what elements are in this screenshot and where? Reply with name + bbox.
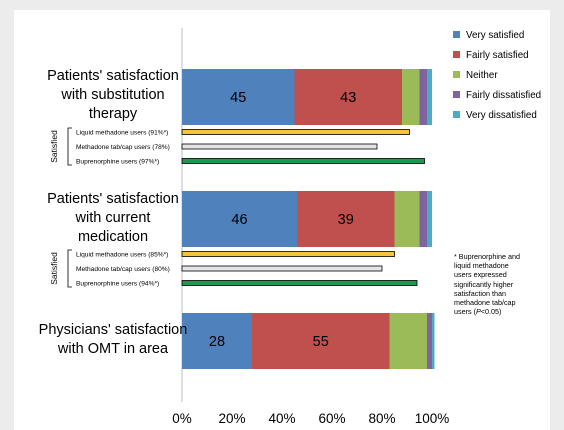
category-label-current-medication: Patients' satisfaction with current medi… [47,191,179,245]
subgroup-2-bar-1 [181,251,395,257]
subgroup-1-bar-3 [181,158,425,164]
data-label-bar-1-segment-1: 45 [230,90,246,106]
x-tick-label-100-pct: 100% [415,411,450,426]
legend-swatch-3 [453,71,460,78]
stacked-bar-2-segment-2 [297,191,395,247]
stacked-bar-3-segment-1 [182,313,252,369]
subgroup-2-bar-3 [181,280,418,286]
stacked-bar-3-segment-4 [427,313,432,369]
legend-label-4: Fairly dissatisfied [466,90,541,101]
stacked-bar-2-segment-1 [182,191,297,247]
data-label-bar-2-segment-1: 46 [231,212,247,228]
legend-label-5: Very dissatisfied [466,110,537,121]
chart-frame: 45 43 46 39 28 55 Satisfied Liquid methadone us… [14,10,550,430]
x-tick-label-20-pct: 20% [218,411,245,426]
significance-footnote: * Buprenorphine and liquid methadone use… [454,252,520,317]
data-label-bar-3-segment-1: 28 [209,334,225,350]
subgroup-1-bar-label-1: Liquid methadone users (91%*) [76,130,168,137]
legend-label-3: Neither [466,70,498,81]
subgroup-1-bar-label-2: Methadone tab/cap users (78%) [76,144,170,151]
data-label-bar-3-segment-2: 55 [313,334,329,350]
subgroup-2-bar-2 [181,265,383,272]
stacked-bar-1-segment-4 [419,69,427,125]
stacked-bar-3-segment-2 [252,313,390,369]
legend-swatch-1 [453,31,460,38]
x-tick-label-60-pct: 60% [318,411,345,426]
x-tick-label-80-pct: 80% [368,411,395,426]
legend-swatch-2 [453,51,460,58]
stacked-bar-3-segment-5 [432,313,435,369]
subgroup-2-bar-label-3: Buprenorphine users (94%*) [76,281,159,288]
subgroup-1-bar-1 [181,129,410,135]
subgroup-2-bar-label-1: Liquid methadone users (85%*) [76,252,168,259]
stacked-bar-2-segment-3 [394,191,420,247]
stacked-bar-3-segment-3 [389,313,427,369]
subgroup-1-bar-label-3: Buprenorphine users (97%*) [76,159,159,166]
subgroup-2-bar-label-2: Methadone tab/cap users (80%) [76,266,170,273]
stacked-bar-2-segment-5 [427,191,432,247]
subgroup-label-satisfied-2: Satisfied [49,252,59,285]
legend-label-1: Very satisfied [466,30,524,41]
legend-label-2: Fairly satisfied [466,50,529,61]
subgroup-bracket-1 [67,127,72,166]
category-label-physicians-omt: Physicians' satisfaction with OMT in are… [38,322,188,357]
stacked-bar-1-segment-1 [182,69,295,125]
x-tick-label-40-pct: 40% [268,411,295,426]
subgroup-label-satisfied-1: Satisfied [49,130,59,163]
category-label-substitution-therapy: Patients' satisfaction with substitution… [47,68,179,122]
stacked-bar-chart: 45 43 46 39 28 55 Satisfied Liquid methadone us… [49,28,541,426]
stacked-bar-1-segment-5 [427,69,432,125]
data-label-bar-1-segment-2: 43 [340,90,356,106]
subgroup-1-bar-2 [181,143,378,150]
stacked-bar-2-segment-4 [419,191,427,247]
legend-swatch-5 [453,111,460,118]
stacked-bar-1-segment-3 [402,69,420,125]
subgroup-bracket-2 [67,249,72,288]
x-tick-label-0-pct: 0% [172,411,192,426]
stacked-bar-1-segment-2 [294,69,402,125]
data-label-bar-2-segment-2: 39 [338,212,354,228]
legend-swatch-4 [453,91,460,98]
